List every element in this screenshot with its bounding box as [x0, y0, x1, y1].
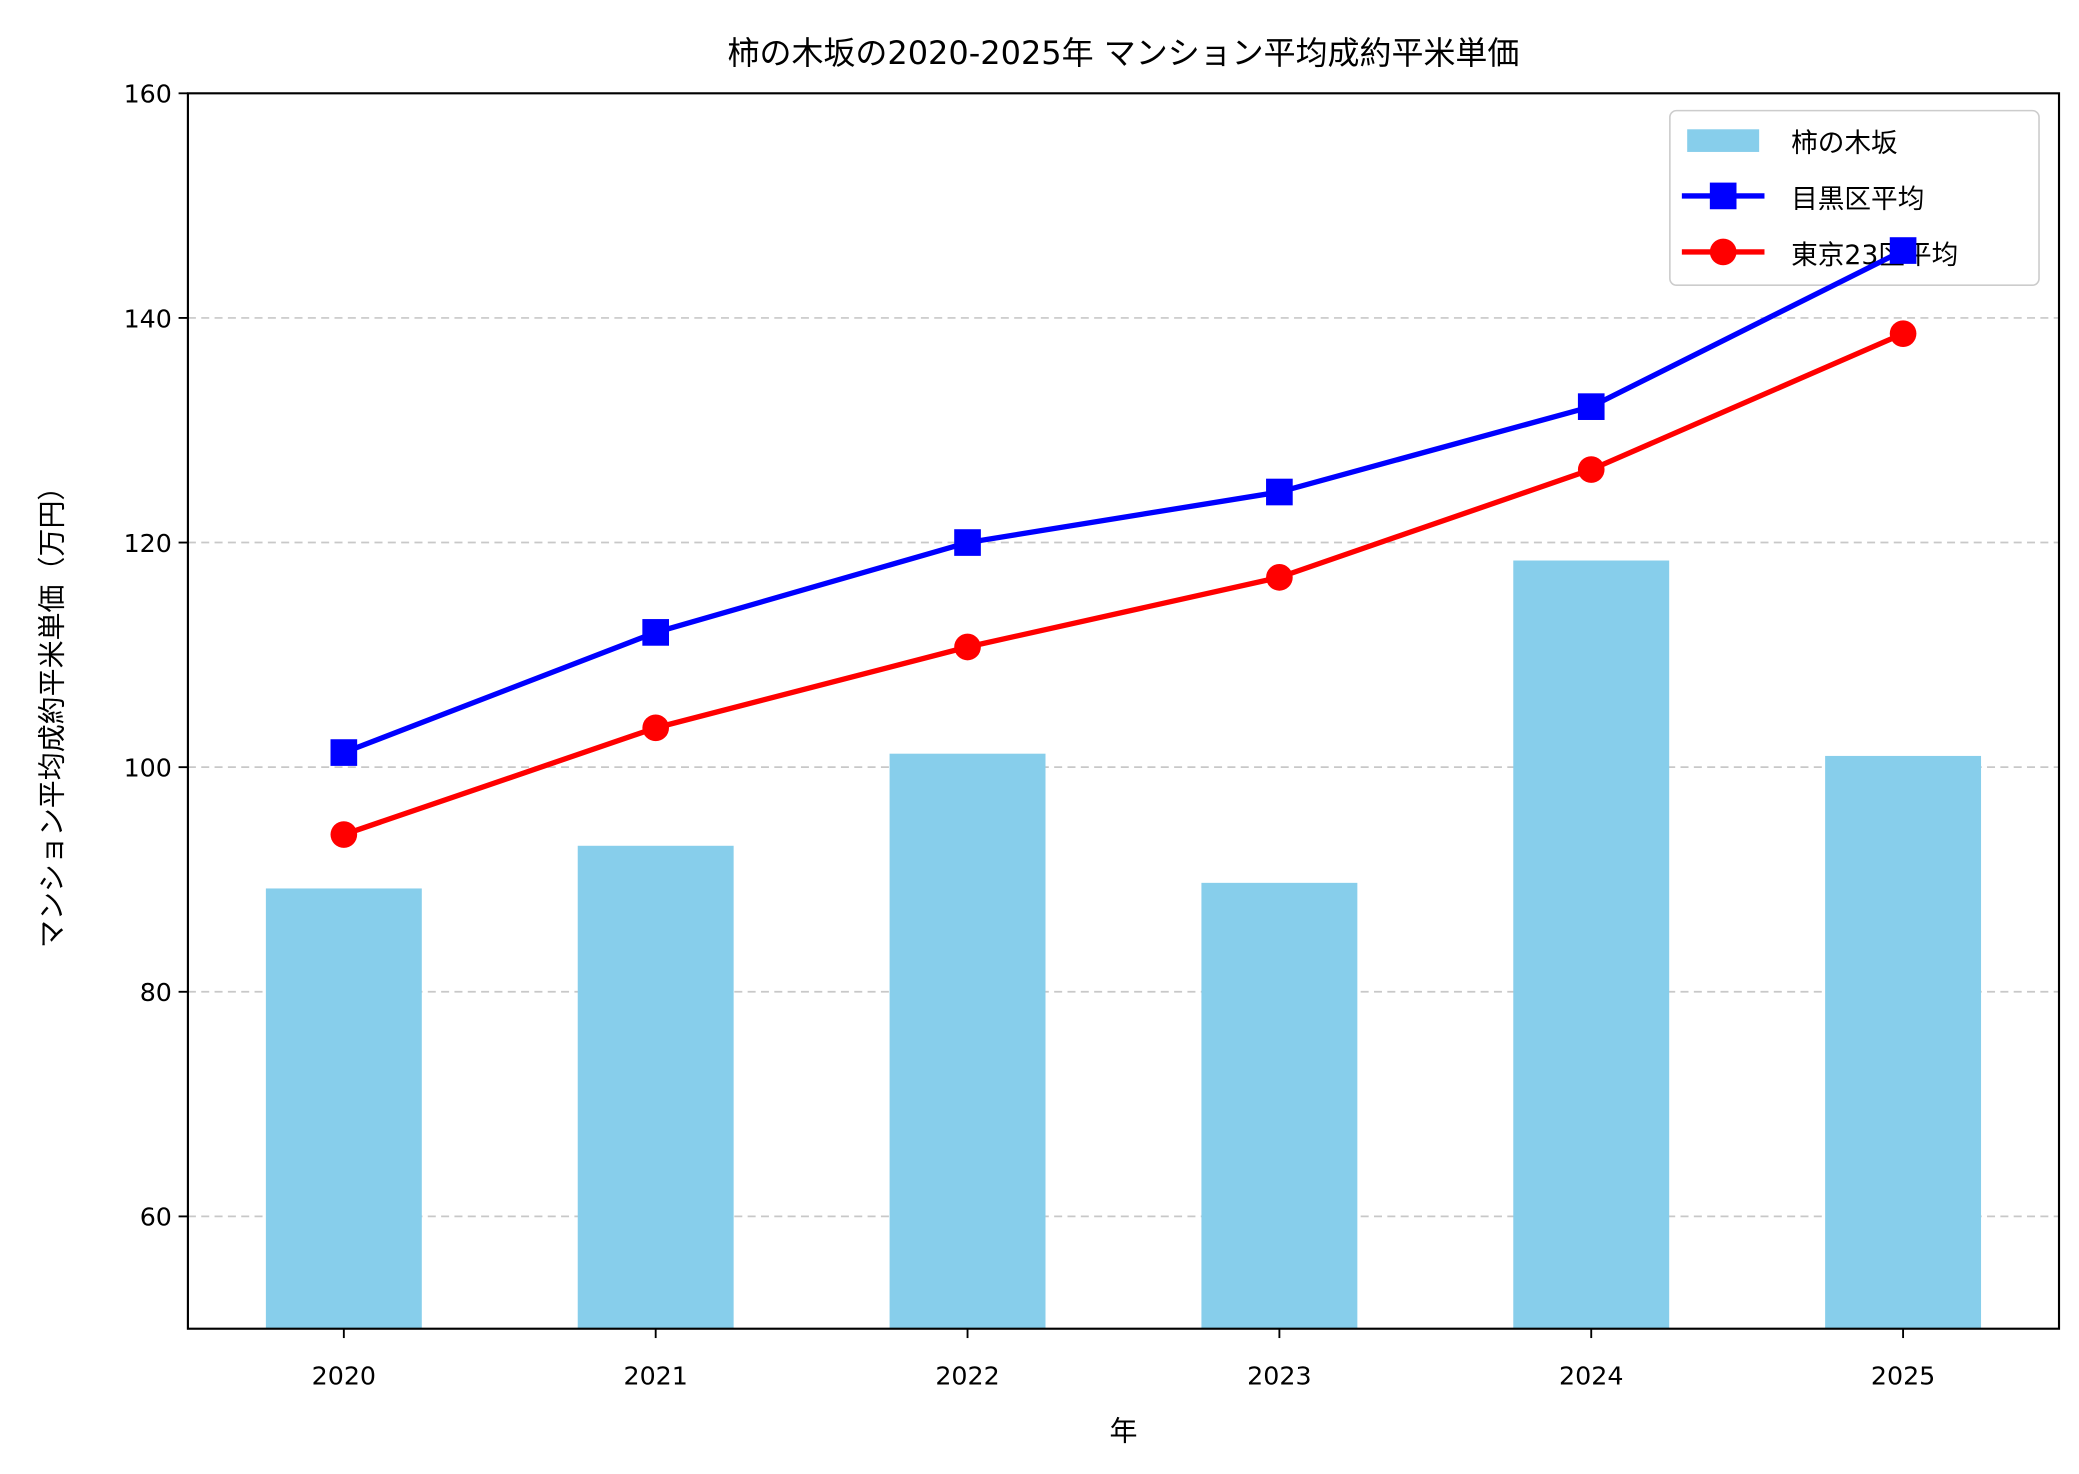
square-marker-2025 [1889, 237, 1917, 264]
gridlines [187, 317, 2060, 1218]
square-marker-2022 [954, 529, 981, 556]
line-series [330, 320, 1917, 848]
bar-2020 [265, 888, 422, 1329]
line-overlay [330, 237, 1917, 766]
bars [265, 560, 1982, 1329]
circle-marker-2020 [330, 821, 358, 848]
x-axis-label: 年 [1109, 1415, 1137, 1448]
circle-marker-2024 [1577, 456, 1605, 483]
circle-marker-2025 [1889, 320, 1917, 347]
series-line-2 [342, 331, 1905, 838]
square-marker-2021 [642, 619, 670, 646]
bar-2022 [889, 753, 1046, 1329]
x-tick-label: 2022 [935, 1361, 999, 1391]
bar-2021 [577, 845, 734, 1329]
y-tick-label: 80 [140, 977, 172, 1007]
x-tick-label: 2023 [1247, 1361, 1311, 1391]
square-marker-2023 [1266, 478, 1293, 506]
y-tick-label: 60 [140, 1202, 172, 1232]
plot-frame [186, 92, 2061, 1330]
legend-label-1: 目黒区平均 [1791, 184, 1924, 215]
x-tick-label: 2020 [312, 1361, 376, 1391]
y-tick-label: 100 [124, 752, 172, 782]
legend: 柿の木坂 目黒区平均 東京23区平均 [1669, 109, 2040, 287]
x-tick-label: 2024 [1559, 1361, 1623, 1391]
circle-marker-2023 [1266, 564, 1293, 591]
y-tick-label: 160 [124, 79, 172, 109]
bar-2023 [1201, 882, 1358, 1329]
bar-2025 [1825, 755, 1982, 1329]
circle-marker-2022 [954, 633, 981, 661]
y-axis-label: マンション平均成約平米単価（万円） [35, 473, 68, 948]
legend-box [1669, 109, 2040, 287]
circle-marker-2021 [642, 714, 670, 742]
y-axis-ticks: 60 80 100 120 140 160 [124, 79, 188, 1232]
bar-2024 [1513, 560, 1670, 1329]
square-marker-2020 [330, 739, 358, 766]
chart-title: 柿の木坂の2020-2025年 マンション平均成約平米単価 [728, 34, 1520, 72]
series-line-1 [342, 248, 1905, 756]
legend-label-0: 柿の木坂 [1791, 128, 1898, 159]
y-tick-label: 140 [124, 303, 172, 333]
legend-square-marker-icon [1709, 182, 1737, 210]
square-marker-2024 [1577, 393, 1605, 420]
y-tick-label: 120 [124, 528, 172, 558]
x-tick-label: 2025 [1871, 1361, 1935, 1391]
legend-circle-marker-icon [1709, 238, 1737, 266]
x-axis-ticks: 2020 2021 2022 2023 2024 2025 [312, 1328, 1935, 1391]
legend-swatch-bar [1687, 129, 1760, 152]
x-tick-label: 2021 [623, 1361, 687, 1391]
